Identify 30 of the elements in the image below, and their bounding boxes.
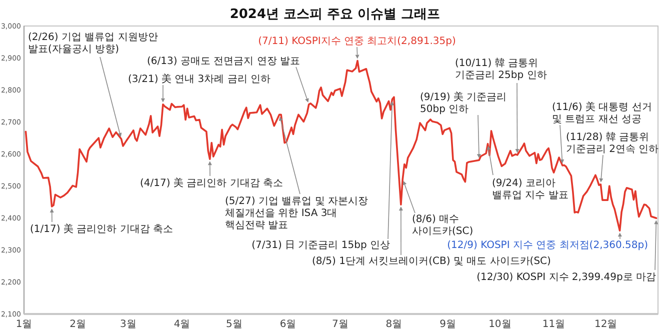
annotation: (5/27) 기업 밸류업 및 자본시장 체질개선을 위한 ISA 3대 핵심전략 발표: [225, 196, 368, 231]
annotation: (10/11) 韓 금통위 기준금리 25bp 인하: [455, 57, 547, 81]
x-tick-label: 6월: [280, 319, 296, 330]
annotation: (11/28) 韓 금통위 기준금리 2연속 인하: [566, 131, 659, 155]
x-tick-label: 2월: [70, 319, 86, 330]
annotation: (3/21) 美 연내 3차례 금리 인하: [128, 73, 271, 85]
x-tick-label: 10월: [488, 319, 512, 330]
x-tick-label: 5월: [226, 319, 242, 330]
annotation: (6/13) 공매도 전면금지 연장 발표: [147, 56, 300, 67]
x-tick-label: 4월: [174, 319, 190, 330]
x-tick-label: 3월: [120, 319, 136, 330]
annotation: (11/6) 美 대통령 선거 및 트럼프 재선 성공: [552, 101, 652, 125]
annotation: (7/11) KOSPI지수 연중 최고치(2,891.35p): [258, 36, 456, 47]
annotation: (8/6) 매수 사이드카(SC): [412, 214, 474, 237]
annotation: (7/31) 日 기준금리 15bp 인상: [252, 240, 390, 251]
x-tick-label: 1월: [16, 319, 32, 330]
annotation: (8/5) 1단계 서킷브레이커(CB) 및 매도 사이드카(SC): [312, 256, 552, 267]
annotation: (9/19) 美 기준금리 50bp 인하: [420, 91, 507, 115]
annotation: (12/9) KOSPI 지수 연중 최저점(2,360.58p): [447, 240, 648, 251]
x-tick-label: 11월: [542, 319, 566, 330]
annotation: (2/26) 기업 밸류업 지원방안 발표(자율공시 방향): [28, 32, 158, 55]
annotation: (4/17) 美 금리인하 기대감 축소: [140, 177, 283, 189]
annotation: (1/17) 美 금리인하 기대감 축소: [30, 223, 173, 235]
annotation: (12/30) KOSPI 지수 2,399.49p로 마감: [476, 272, 656, 283]
x-tick-label: 7월: [332, 319, 348, 330]
chart-title: 2024년 코스피 주요 이슈별 그래프: [230, 7, 440, 22]
x-tick-label: 12월: [594, 319, 618, 330]
x-tick-label: 9월: [440, 319, 456, 330]
annotation: (9/24) 코리아 밸류업 지수 발표: [492, 178, 568, 201]
x-tick-label: 8월: [386, 319, 402, 330]
